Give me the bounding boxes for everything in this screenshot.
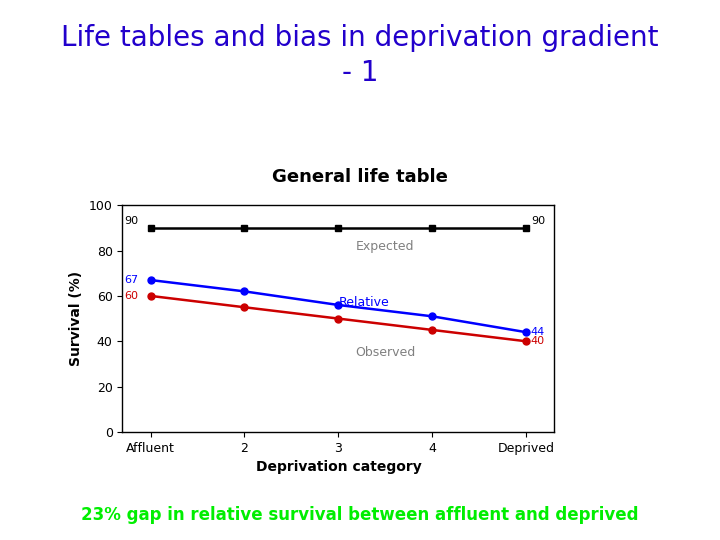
Text: 44: 44 [531,327,545,337]
Text: 60: 60 [125,291,138,301]
Text: Observed: Observed [355,346,415,359]
Y-axis label: Survival (%): Survival (%) [69,271,84,366]
Text: 23% gap in relative survival between affluent and deprived: 23% gap in relative survival between aff… [81,506,639,524]
Text: 90: 90 [531,215,545,226]
Text: General life table: General life table [272,168,448,186]
Text: 67: 67 [125,275,138,285]
Text: 90: 90 [125,215,138,226]
Text: Life tables and bias in deprivation gradient
- 1: Life tables and bias in deprivation grad… [61,24,659,87]
Text: Relative: Relative [338,296,389,309]
Text: Expected: Expected [356,240,415,253]
Text: 40: 40 [531,336,545,346]
X-axis label: Deprivation category: Deprivation category [256,460,421,474]
